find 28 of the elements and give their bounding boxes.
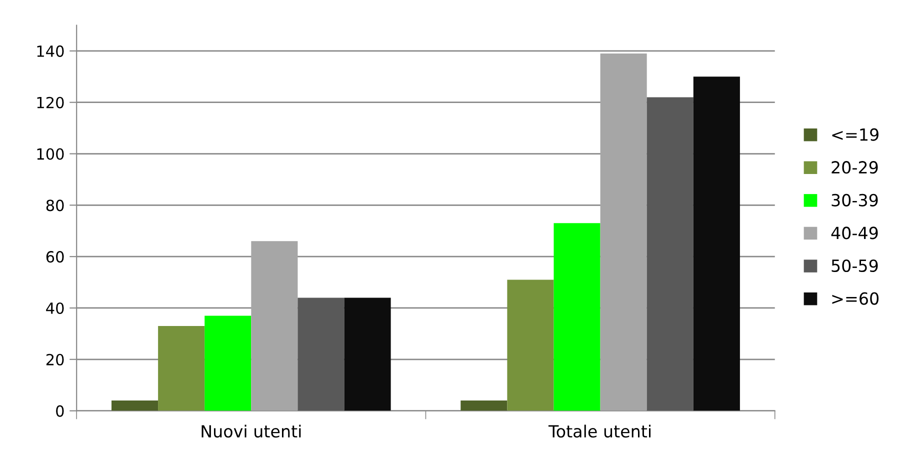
y-tick-label: 120: [37, 96, 64, 108]
bar: [251, 241, 298, 411]
bar: [460, 400, 508, 411]
legend-label: 20-29: [832, 161, 878, 174]
bar: [507, 280, 554, 411]
y-tick-label: 40: [46, 302, 64, 314]
y-tick-label: 80: [46, 200, 64, 212]
legend-label: 40-49: [831, 226, 878, 240]
bar: [693, 76, 740, 411]
y-tick-label: 100: [37, 148, 64, 160]
x-tick-label: Nuovi utenti: [202, 424, 301, 438]
y-tick-label: 0: [56, 405, 64, 417]
bar: [646, 97, 694, 411]
bar: [600, 54, 647, 411]
y-tick-label: 140: [37, 45, 64, 57]
bar: [112, 400, 158, 411]
x-tick-label: Totale utenti: [548, 424, 651, 438]
legend-label: <=19: [832, 128, 878, 141]
bar: [554, 223, 600, 411]
bar: [298, 298, 344, 411]
bar: [204, 316, 252, 411]
y-tick-label: 20: [46, 354, 64, 366]
legend-label: 50-59: [832, 259, 878, 272]
bar: [158, 326, 205, 411]
legend-label: >=60: [832, 292, 879, 305]
y-tick-label: 60: [46, 251, 64, 263]
bar: [344, 298, 391, 411]
legend-label: 30-39: [832, 194, 878, 206]
